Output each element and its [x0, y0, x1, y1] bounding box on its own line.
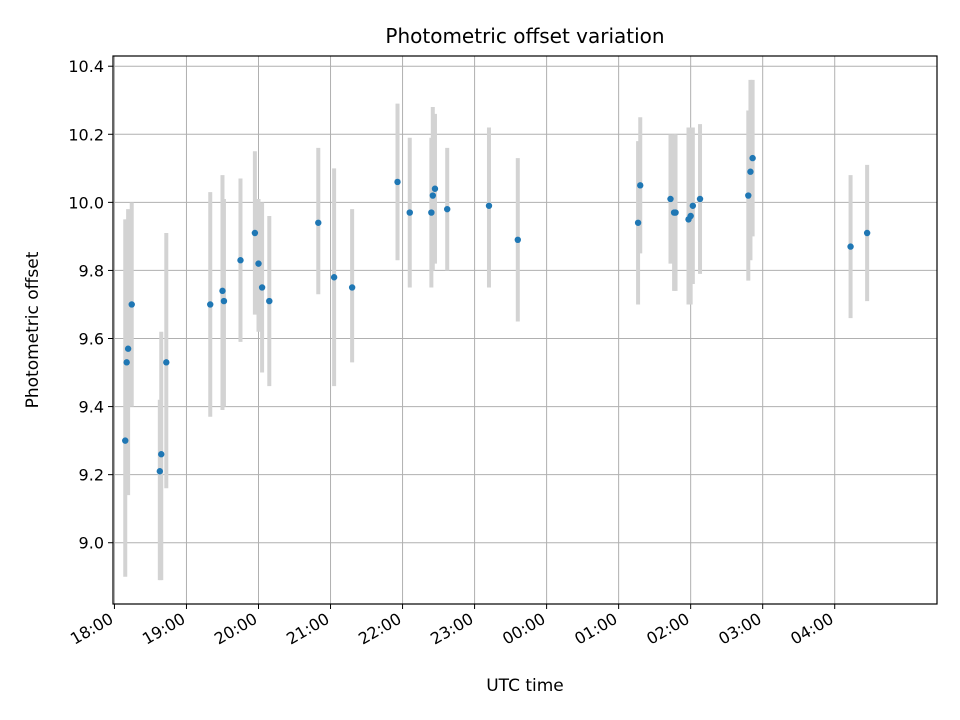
- data-point: [251, 229, 259, 237]
- data-point: [637, 182, 644, 189]
- y-axis-title: Photometric offset: [23, 251, 43, 408]
- data-point: [429, 192, 437, 199]
- data-point: [123, 359, 130, 366]
- data-point: [485, 202, 493, 209]
- data-point: [124, 345, 132, 352]
- y-axis-ticks: 9.0 9.2 9.4 9.6 9.8 10.0 10.2 10.4: [68, 57, 113, 553]
- data-point: [394, 178, 401, 186]
- data-point: [747, 168, 754, 175]
- data-point: [444, 205, 451, 213]
- data-point: [330, 274, 338, 281]
- data-point: [158, 451, 165, 458]
- data-point: [128, 301, 135, 308]
- data-point: [696, 195, 704, 203]
- data-point: [315, 219, 322, 226]
- data-point: [220, 297, 228, 305]
- data-point: [634, 219, 642, 226]
- data-point: [514, 236, 521, 244]
- data-point: [745, 192, 752, 199]
- data-point: [348, 284, 356, 291]
- data-point: [667, 195, 674, 203]
- data-point: [156, 468, 164, 475]
- x-axis-title: UTC time: [486, 676, 564, 696]
- data-point: [431, 185, 439, 192]
- data-point: [266, 297, 273, 305]
- data-point: [207, 301, 214, 308]
- y-tick-label: 9.2: [79, 466, 104, 485]
- data-point: [219, 287, 226, 295]
- data-point: [163, 359, 170, 366]
- data-point: [237, 257, 244, 264]
- data-point: [749, 154, 756, 162]
- y-tick-label: 9.6: [79, 330, 104, 349]
- data-point: [258, 284, 266, 291]
- data-point: [122, 437, 129, 444]
- data-point: [687, 212, 694, 220]
- data-point: [689, 202, 697, 209]
- data-point: [428, 209, 435, 216]
- y-tick-label: 10.0: [68, 193, 104, 212]
- data-point: [255, 260, 262, 267]
- data-point: [672, 209, 679, 216]
- y-tick-label: 10.4: [68, 57, 104, 76]
- y-tick-label: 9.0: [79, 534, 104, 553]
- grid-lines: [113, 56, 937, 604]
- y-tick-label: 9.4: [79, 398, 104, 417]
- data-point: [863, 229, 871, 237]
- data-points: [122, 154, 871, 475]
- plot-frame: [112, 55, 938, 605]
- y-tick-label: 10.2: [68, 125, 104, 144]
- data-point: [406, 209, 413, 216]
- data-point: [847, 243, 854, 250]
- chart-title: Photometric offset variation: [385, 24, 664, 48]
- y-tick-label: 9.8: [79, 261, 104, 280]
